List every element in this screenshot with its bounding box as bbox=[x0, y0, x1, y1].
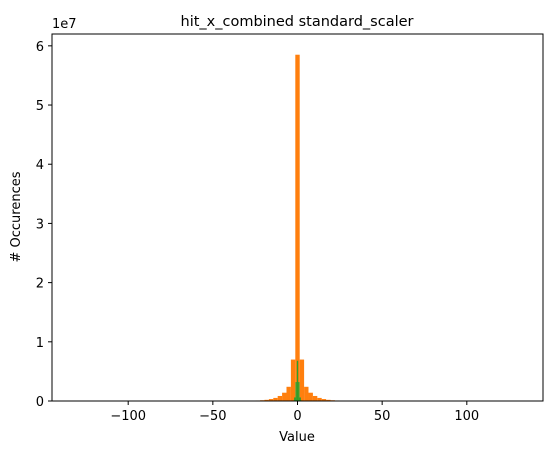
chart-title: hit_x_combined standard_scaler bbox=[181, 14, 414, 30]
y-tick-label: 4 bbox=[36, 158, 44, 173]
y-tick-label: 0 bbox=[36, 395, 44, 410]
x-tick-label: 50 bbox=[374, 409, 391, 424]
histogram-bar-series1-bin4 bbox=[298, 382, 300, 401]
histogram-bar-series0-bin15 bbox=[317, 397, 322, 401]
y-tick-label: 3 bbox=[36, 217, 44, 232]
x-tick-label: 0 bbox=[293, 409, 301, 424]
y-tick-label: 2 bbox=[36, 277, 44, 292]
histogram-bar-series1-bin1 bbox=[294, 397, 296, 401]
histogram-bar-series0-bin12 bbox=[304, 386, 309, 401]
histogram-bar-series0-bin10 bbox=[295, 54, 300, 401]
histogram-bar-series1-bin2 bbox=[295, 382, 297, 401]
histogram-bar-series0-bin11 bbox=[299, 359, 305, 401]
y-tick-label: 1 bbox=[36, 336, 44, 351]
y-axis-multiplier: 1e7 bbox=[52, 17, 77, 32]
x-tick-label: −100 bbox=[110, 409, 146, 424]
histogram-bar-series0-bin7 bbox=[282, 392, 287, 401]
histogram-bar-series0-bin8 bbox=[286, 386, 291, 401]
histogram-bar-series1-bin5 bbox=[299, 397, 301, 401]
x-tick-label: −50 bbox=[199, 409, 226, 424]
histogram-bar-series0-bin9 bbox=[290, 359, 296, 401]
histogram-bar-series1-bin3 bbox=[296, 360, 299, 401]
x-ticks: −100 −50 0 50 100 bbox=[110, 401, 479, 424]
histogram-bar-series0-bin3 bbox=[264, 399, 269, 401]
y-tick-label: 5 bbox=[36, 99, 44, 114]
histogram-bar-series0-bin5 bbox=[273, 397, 278, 401]
histogram-bar-series0-bin13 bbox=[308, 392, 313, 401]
histogram-bar-series0-bin14 bbox=[312, 395, 318, 401]
x-tick-label: 100 bbox=[454, 409, 479, 424]
y-tick-label: 6 bbox=[36, 40, 44, 55]
x-axis-label: Value bbox=[279, 430, 315, 445]
histogram-bar-series0-bin16 bbox=[321, 399, 327, 401]
histogram-bar-series0-bin4 bbox=[268, 399, 274, 401]
y-axis-label: # Occurences bbox=[9, 171, 24, 262]
histogram-bar-series0-bin17 bbox=[326, 399, 331, 401]
histogram-bar-series0-bin6 bbox=[277, 395, 283, 401]
y-ticks: 0 1 2 3 4 5 6 bbox=[36, 40, 52, 410]
bars-layer bbox=[251, 54, 344, 401]
